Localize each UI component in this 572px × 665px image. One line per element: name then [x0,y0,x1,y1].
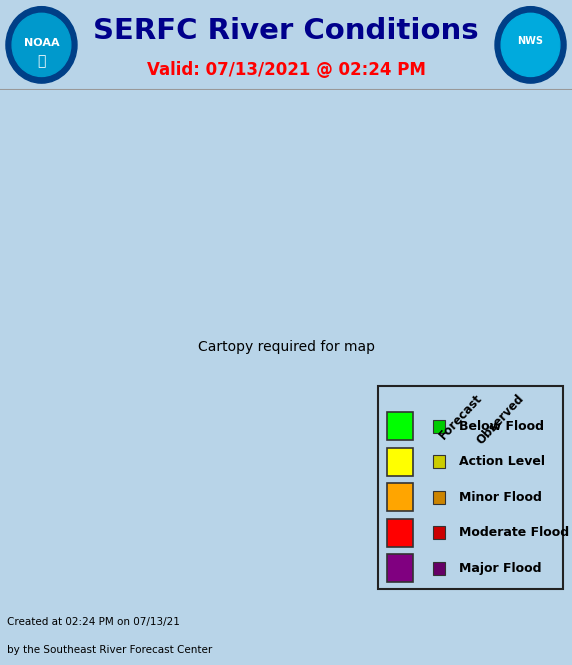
Text: Major Flood: Major Flood [459,562,542,575]
Text: NWS: NWS [518,36,543,46]
Text: Forecast: Forecast [437,392,486,442]
Text: Moderate Flood: Moderate Flood [459,526,570,539]
Bar [387,554,413,583]
Bar [387,483,413,511]
Bar [387,448,413,476]
Text: Below Flood: Below Flood [459,420,545,433]
Text: 🌊: 🌊 [37,55,46,68]
Text: Created at 02:24 PM on 07/13/21: Created at 02:24 PM on 07/13/21 [7,617,180,627]
Bar [434,455,446,468]
Text: Cartopy required for map: Cartopy required for map [197,340,375,354]
Bar [434,526,446,539]
Circle shape [6,7,77,83]
Circle shape [12,13,71,76]
Bar [434,420,446,433]
Bar [434,491,446,504]
Text: Action Level: Action Level [459,456,545,468]
Circle shape [501,13,560,76]
Text: by the Southeast River Forecast Center: by the Southeast River Forecast Center [7,645,213,655]
Text: SERFC River Conditions: SERFC River Conditions [93,17,479,45]
Bar [387,412,413,440]
Circle shape [495,7,566,83]
Text: Valid: 07/13/2021 @ 02:24 PM: Valid: 07/13/2021 @ 02:24 PM [146,61,426,79]
Text: Observed: Observed [474,392,527,447]
Bar [434,562,446,575]
Text: NOAA: NOAA [23,38,59,49]
Text: Minor Flood: Minor Flood [459,491,542,504]
Bar [387,519,413,547]
